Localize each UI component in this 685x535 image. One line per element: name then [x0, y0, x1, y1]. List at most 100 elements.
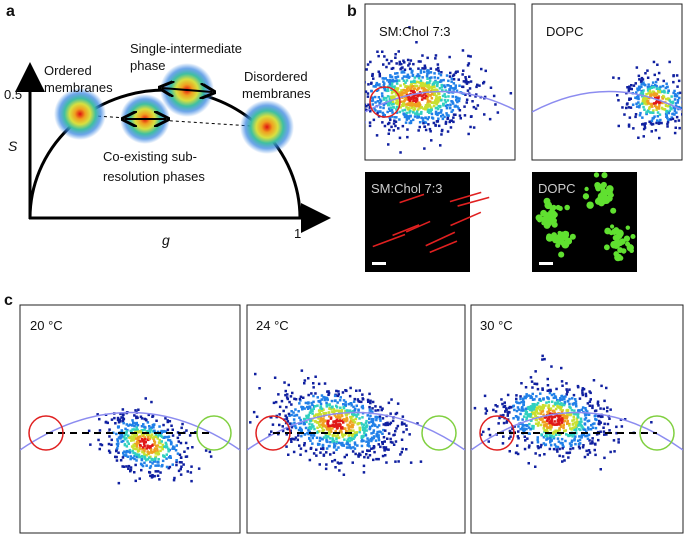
point	[125, 437, 128, 440]
point	[455, 89, 459, 92]
red-circle	[255, 415, 291, 451]
point	[349, 425, 352, 428]
point	[341, 441, 344, 445]
point	[179, 467, 182, 471]
point	[457, 107, 460, 110]
point	[335, 418, 339, 421]
point	[390, 91, 394, 95]
point	[368, 106, 372, 109]
point	[596, 400, 600, 403]
point	[583, 455, 587, 459]
point	[606, 406, 609, 409]
point	[282, 409, 285, 413]
point	[121, 408, 125, 411]
point	[534, 418, 538, 421]
point	[530, 407, 534, 410]
point	[678, 126, 681, 130]
point	[474, 107, 478, 110]
point	[440, 86, 444, 89]
point	[576, 439, 580, 442]
domain	[543, 221, 551, 229]
point	[561, 409, 564, 412]
point	[422, 107, 425, 110]
point	[150, 400, 153, 404]
point	[333, 414, 337, 417]
point	[107, 449, 111, 453]
point	[412, 90, 415, 93]
point	[418, 125, 421, 129]
point	[668, 109, 671, 112]
point	[171, 434, 175, 437]
point	[666, 125, 669, 128]
point	[369, 437, 372, 441]
point	[155, 450, 158, 454]
point	[197, 467, 201, 470]
point	[258, 387, 261, 390]
point	[526, 424, 529, 428]
point	[409, 84, 413, 87]
point	[108, 435, 111, 438]
point	[312, 394, 315, 398]
point	[342, 443, 345, 447]
point	[180, 465, 183, 468]
point	[316, 426, 319, 429]
point	[360, 438, 364, 441]
point	[468, 94, 472, 97]
point	[422, 94, 425, 97]
point	[520, 426, 524, 430]
point	[394, 79, 397, 83]
point	[336, 401, 339, 404]
point	[562, 395, 565, 399]
point	[154, 435, 158, 439]
point	[400, 450, 403, 454]
point	[594, 453, 597, 457]
point	[666, 116, 669, 120]
green-circle	[421, 415, 457, 451]
point	[536, 387, 540, 391]
point	[334, 399, 337, 402]
point	[553, 403, 557, 406]
point	[637, 101, 640, 104]
point	[359, 453, 362, 457]
point	[155, 419, 158, 422]
point	[107, 442, 111, 446]
point	[99, 443, 102, 446]
domain	[603, 244, 610, 251]
point	[553, 423, 557, 426]
point	[394, 56, 397, 59]
point	[444, 104, 448, 108]
point	[419, 71, 423, 74]
point	[598, 419, 601, 423]
point	[556, 429, 559, 433]
point	[652, 60, 656, 64]
point	[338, 419, 341, 422]
point	[365, 103, 367, 107]
point	[343, 427, 346, 430]
point	[348, 394, 352, 398]
point	[404, 96, 407, 99]
point	[394, 76, 397, 79]
point	[424, 128, 428, 132]
point	[434, 99, 437, 102]
point	[476, 104, 480, 107]
point	[426, 73, 429, 76]
point	[593, 422, 596, 425]
point	[569, 444, 573, 448]
point	[532, 407, 536, 411]
point	[298, 416, 301, 419]
point	[555, 433, 558, 436]
point	[675, 111, 678, 114]
point	[463, 105, 466, 108]
point	[307, 413, 311, 417]
point	[417, 115, 420, 119]
point	[651, 93, 654, 96]
point	[374, 439, 378, 442]
point	[348, 101, 351, 104]
point	[396, 72, 399, 75]
scale-bar	[539, 262, 553, 265]
point	[575, 423, 579, 427]
point	[669, 106, 672, 110]
point	[347, 426, 350, 430]
point	[370, 89, 373, 93]
point	[402, 430, 405, 434]
